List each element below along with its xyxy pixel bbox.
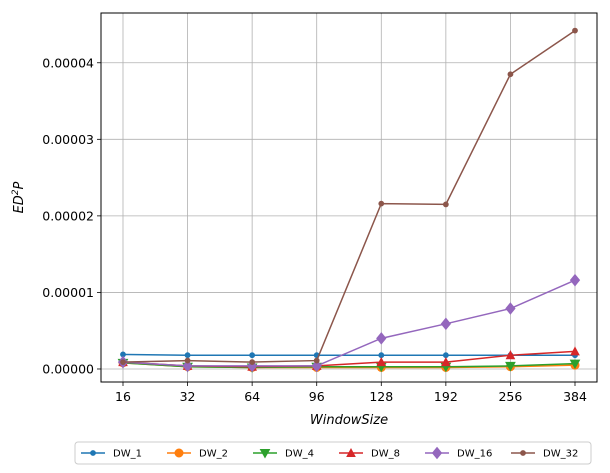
data-point	[505, 350, 516, 360]
data-point	[569, 359, 581, 370]
data-point	[313, 357, 320, 364]
legend-marker	[431, 446, 443, 460]
y-axis-label-base: ED	[12, 195, 27, 213]
data-point	[376, 332, 387, 345]
legend-entry: DW_2	[167, 448, 228, 460]
series-line	[122, 29, 576, 363]
y-axis-label-sup: 2	[11, 189, 21, 195]
legend-marker	[259, 449, 271, 459]
legend-label: DW_4	[285, 449, 314, 460]
data-point	[378, 352, 385, 359]
data-point	[311, 359, 322, 373]
x-tick-label: 192	[434, 389, 458, 404]
legend-marker	[520, 450, 526, 456]
x-tick-label: 384	[563, 389, 587, 404]
data-point	[505, 361, 516, 372]
y-tick-label: 0.00004	[42, 55, 94, 70]
data-point	[507, 71, 514, 78]
data-point	[182, 359, 193, 373]
y-axis-label: ED2P	[11, 181, 27, 213]
series-layer	[117, 27, 581, 373]
data-point	[572, 27, 578, 34]
data-point	[441, 357, 451, 367]
legend-marker	[346, 447, 356, 457]
legend-entry: DW_32	[511, 449, 578, 460]
legend: DW_1 DW_2 DW_4 DW_8 DW_16 DW_32	[74, 441, 592, 465]
y-tick-label: 0.00001	[42, 285, 94, 300]
plot-area-frame	[100, 12, 598, 383]
legend-marker	[174, 448, 184, 458]
y-axis: 0.00000 0.00001 0.00002 0.00003 0.00004	[42, 55, 101, 376]
legend-entry: DW_8	[339, 447, 400, 460]
data-point	[569, 273, 581, 287]
legend-label: DW_2	[199, 449, 228, 460]
legend-box	[74, 441, 592, 465]
data-point	[442, 201, 449, 208]
x-tick-label: 96	[309, 389, 325, 404]
legend-entry: DW_4	[253, 449, 314, 460]
data-point	[376, 357, 387, 367]
x-tick-label: 64	[244, 389, 260, 404]
data-point	[184, 357, 191, 364]
data-point	[184, 352, 191, 359]
legend-label: DW_8	[371, 449, 400, 460]
legend-label: DW_32	[543, 449, 578, 460]
y-axis-label-tail: P	[12, 181, 27, 189]
legend-label: DW_16	[457, 449, 492, 460]
y-tick-label: 0.00002	[42, 208, 94, 223]
data-point	[570, 346, 580, 356]
data-point	[505, 302, 516, 315]
data-point	[440, 317, 452, 331]
series-line	[122, 362, 576, 369]
legend-entry: DW_1	[81, 449, 142, 460]
data-point	[378, 200, 385, 207]
data-point	[249, 359, 256, 365]
series-line	[122, 353, 575, 356]
data-point	[442, 352, 449, 359]
data-point	[120, 359, 126, 365]
grid-lines	[101, 13, 597, 382]
y-tick-label: 0.00000	[42, 361, 94, 376]
legend-label: DW_1	[113, 449, 142, 460]
x-tick-label: 128	[369, 389, 393, 404]
x-tick-label: 16	[115, 389, 131, 404]
legend-marker	[90, 450, 96, 456]
x-axis-label: WindowSize	[310, 413, 388, 428]
x-tick-label: 32	[180, 389, 196, 404]
series-line	[122, 279, 576, 367]
y-tick-label: 0.00003	[42, 132, 94, 147]
x-tick-label: 256	[498, 389, 522, 404]
legend-entry: DW_16	[425, 446, 492, 460]
x-axis: 16 32 64 96 128 192 256 384	[115, 382, 587, 404]
series-DW_32	[120, 27, 578, 365]
data-point	[249, 352, 256, 359]
